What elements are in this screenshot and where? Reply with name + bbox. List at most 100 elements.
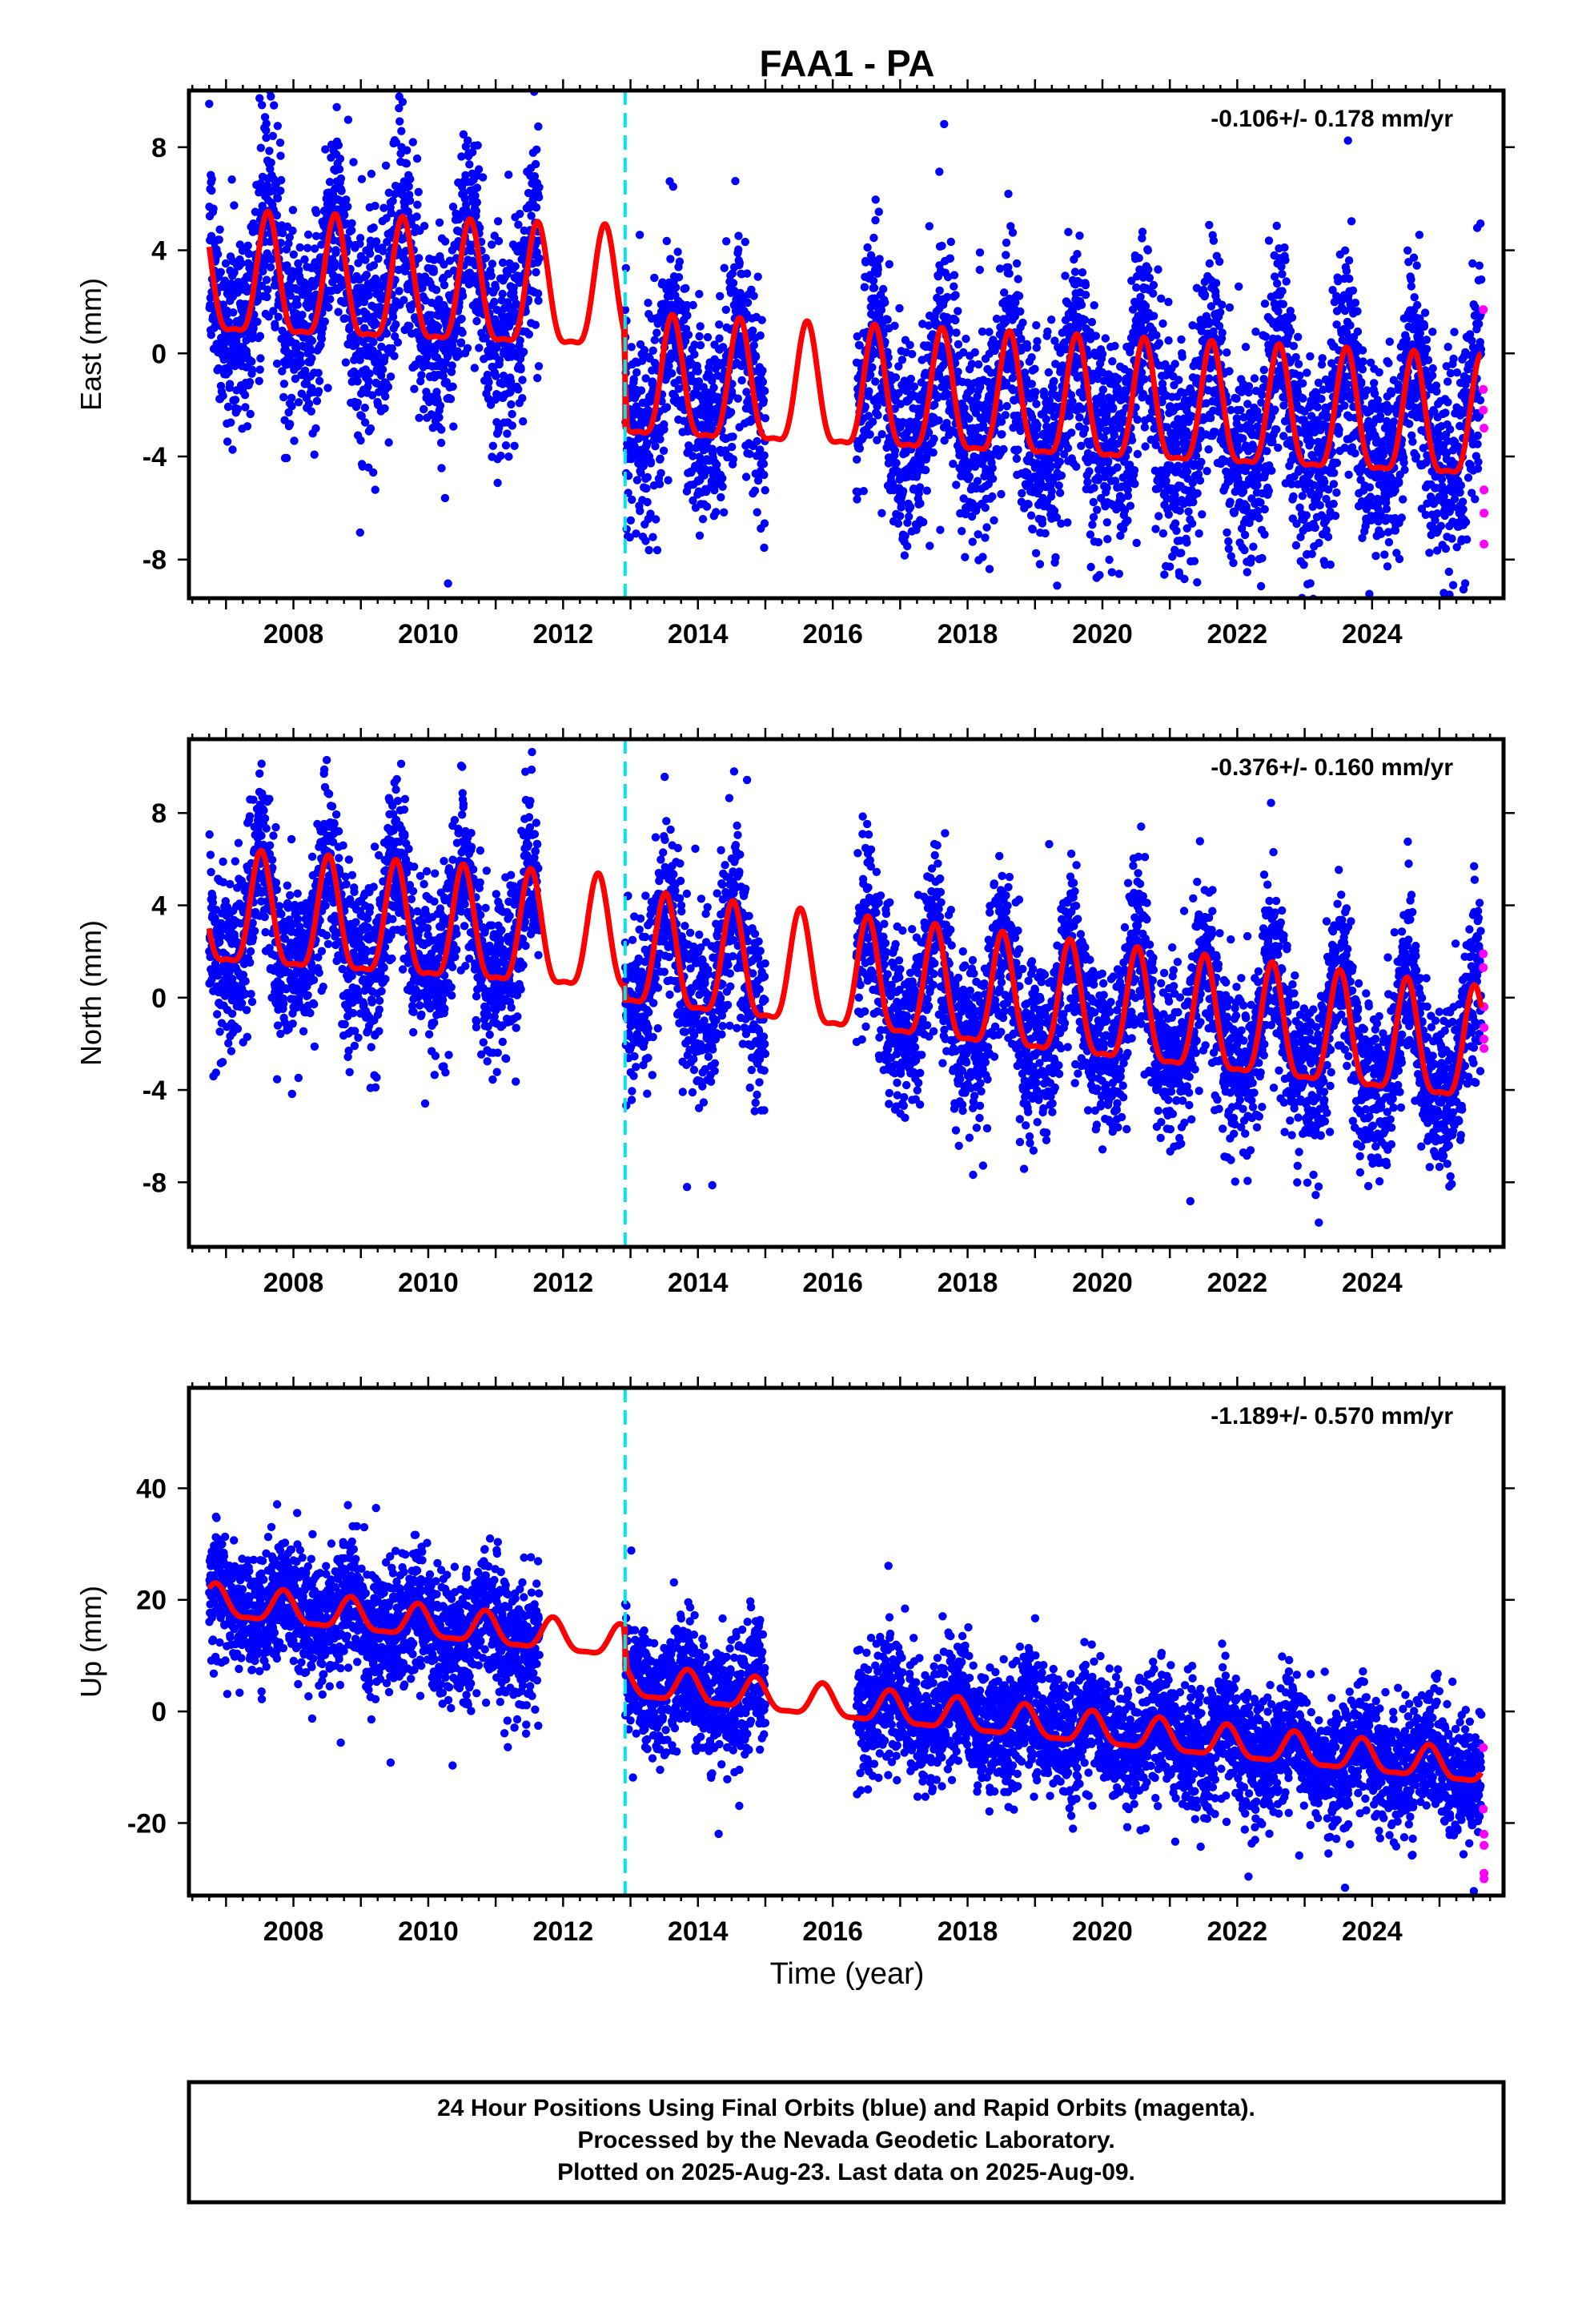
data-point [1204,445,1213,454]
data-point [735,259,744,267]
data-point [1193,489,1202,498]
data-point [718,482,727,491]
data-point [938,241,946,251]
data-point [1289,492,1298,501]
data-point [457,152,466,161]
data-point [853,455,861,464]
data-point [1291,541,1301,550]
data-point [1138,227,1147,236]
data-point [286,291,295,300]
data-point [448,203,458,211]
data-point [1090,301,1098,310]
data-point [729,279,738,287]
data-point [871,195,880,204]
data-point [1281,255,1290,264]
data-point [990,516,998,525]
data-point [417,371,426,380]
data-point [207,231,216,240]
data-point [1241,343,1251,352]
data-point [720,263,729,272]
data-point [1004,189,1013,199]
data-point [471,191,480,200]
data-point [241,403,250,412]
data-point [1271,405,1279,414]
data-point [626,516,635,525]
data-point [1299,394,1307,403]
data-point [643,472,652,482]
data-point [383,382,393,392]
data-point [298,311,307,320]
data-point [360,404,369,412]
data-point [237,259,246,268]
data-point [1188,478,1198,488]
data-point [492,372,500,380]
data-point [666,255,675,263]
data-point [347,226,356,235]
data-point [287,393,296,402]
data-point [1063,444,1073,452]
data-point [263,181,272,190]
data-point [1123,516,1132,525]
data-point [1224,545,1234,553]
data-point [1114,569,1124,578]
data-point [1195,529,1203,538]
data-point [1232,394,1241,403]
data-point [664,476,673,485]
data-point [311,231,321,240]
data-point [1098,385,1108,394]
data-point [1164,336,1173,345]
data-point [1263,447,1271,456]
data-point [258,101,267,110]
data-point [388,196,397,206]
data-point [877,509,886,517]
data-point [397,127,406,135]
data-point [303,243,312,252]
data-point [903,541,912,551]
data-point [507,400,516,409]
data-point [759,396,768,405]
data-point [1136,292,1145,301]
data-point [1081,281,1090,290]
data-point [897,503,905,512]
data-point [381,161,391,170]
data-point [507,377,516,386]
data-point [396,117,404,126]
data-point [965,414,974,423]
data-point [391,320,400,329]
data-point [278,367,287,376]
data-point [459,130,468,139]
data-point [689,300,697,310]
data-point [437,464,446,472]
data-point [433,322,443,332]
data-point [958,527,966,536]
data-point [985,565,994,573]
data-point [1134,254,1143,263]
data-point [1105,555,1114,565]
data-point [756,331,765,340]
data-point [468,147,477,157]
data-point [935,167,944,176]
data-point [1272,425,1281,434]
data-point [988,492,997,501]
data-point [1177,549,1186,557]
data-point [230,268,239,277]
data-point [646,459,656,468]
data-point [362,271,371,279]
data-point [729,455,737,464]
data-point [1089,497,1098,507]
data-point [1054,481,1063,490]
data-point [909,382,919,391]
data-point [465,160,474,169]
data-point [446,395,456,404]
data-point [761,486,769,495]
data-point [371,485,379,494]
data-point [324,303,333,312]
data-point [1272,221,1281,231]
data-point [493,478,502,488]
data-point [632,368,641,377]
data-point [1274,307,1283,316]
data-point [743,298,753,308]
data-point [315,376,324,385]
data-point [344,239,354,248]
